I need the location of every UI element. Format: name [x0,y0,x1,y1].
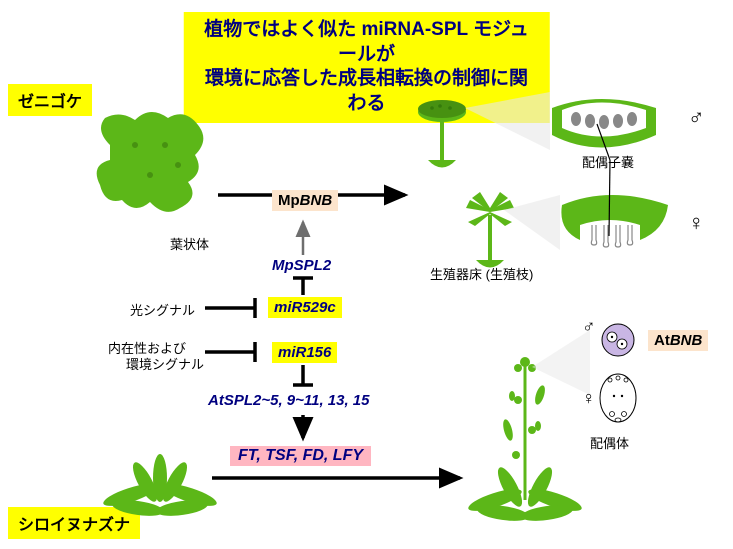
gene-ft-group: FT, TSF, FD, LFY [230,446,371,466]
female-cross-section [561,195,668,247]
label-reproductive: 生殖器床 (生殖枝) [430,264,533,283]
label-gametophyte: 配偶体 [590,433,629,452]
female-symbol-top: ♀ [688,210,705,236]
pollen-icon [602,324,634,356]
diagram-canvas [0,0,733,549]
arabidopsis-vegetative [101,454,219,519]
label-thallus: 葉状体 [170,234,209,253]
male-symbol-bottom: ♂ [582,316,596,337]
label-gametangium: 配偶子嚢 [582,152,634,171]
gene-atspl: AtSPL2~5, 9~11, 13, 15 [208,392,370,409]
callout-female [504,195,560,250]
gene-mpbnb-real: MpBNB [272,190,338,211]
callout-male [465,92,550,150]
gene-mpspl2: MpSPL2 [272,257,331,274]
label-env-signal: 環境シグナル [126,354,204,373]
gene-mir529c: miR529c [268,297,342,318]
male-gametangiophore [418,100,466,168]
male-cross-section [552,99,656,148]
label-light-signal: 光シグナル [130,300,195,319]
thallus-shape [97,112,204,212]
embryosac-icon [600,374,636,422]
gene-mir156: miR156 [272,342,337,363]
callout-gametophyte [532,330,590,395]
gene-atbnb: AtBNB [648,330,708,351]
male-symbol-top: ♂ [688,104,705,130]
pointer-female-gam [609,160,610,236]
female-gametangiophore [466,192,514,268]
female-symbol-bottom: ♀ [582,388,596,409]
